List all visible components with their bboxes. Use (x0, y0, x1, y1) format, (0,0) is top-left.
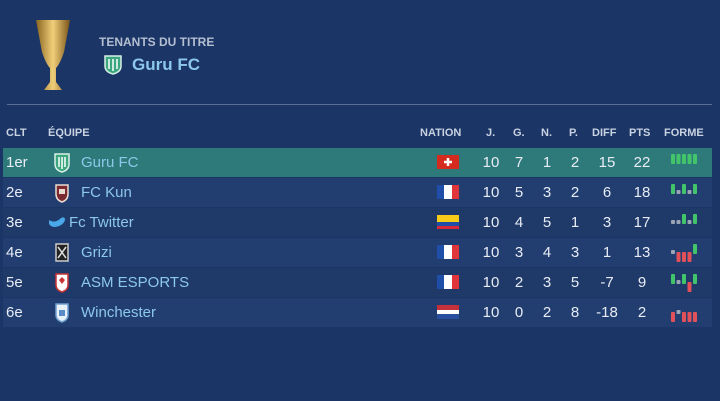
team-name: Grizi (81, 244, 112, 261)
nation-flag (437, 275, 459, 289)
stat: 13 (633, 244, 651, 261)
rank: 1er (6, 154, 28, 171)
stat: 4 (514, 214, 524, 231)
stat: 22 (633, 154, 651, 171)
table-row: 1er Guru FC 10 7 1 2 15 22 (3, 148, 712, 177)
nation-flag (437, 155, 459, 169)
stat: 1 (570, 214, 580, 231)
stat: 8 (570, 304, 580, 321)
rank: 4e (6, 244, 23, 261)
nation-flag (437, 305, 459, 319)
header-team: Guru FC (132, 55, 200, 74)
stat: 10 (482, 244, 500, 261)
stat: 2 (570, 154, 580, 171)
stat: 2 (514, 274, 524, 291)
column-header: NATION (420, 127, 462, 139)
stat: 17 (633, 214, 651, 231)
rank: 3e (6, 214, 23, 231)
form (671, 272, 699, 294)
team-name: FC Kun (81, 184, 132, 201)
form (671, 302, 699, 324)
column-header: FORME (664, 127, 704, 139)
stat: 18 (633, 184, 651, 201)
team-crest (53, 272, 71, 293)
stat: 4 (542, 244, 552, 261)
stat: 7 (514, 154, 524, 171)
table-row: 6e Winchester 10 0 2 8 -18 2 (3, 298, 712, 327)
stat: 10 (482, 154, 500, 171)
crest (104, 55, 122, 75)
stat: 5 (542, 214, 552, 231)
table-row: 3e Fc Twitter 10 4 5 1 3 17 (3, 208, 712, 237)
rank: 2e (6, 184, 23, 201)
stat: 1 (602, 244, 612, 261)
team-name: Winchester (81, 304, 157, 321)
stat: 0 (514, 304, 524, 321)
stat: 10 (482, 214, 500, 231)
column-header: P. (569, 127, 578, 139)
column-header: N. (541, 127, 552, 139)
stat: 10 (482, 184, 500, 201)
stat: 6 (602, 184, 612, 201)
team-crest (53, 242, 71, 263)
stat: 2 (570, 184, 580, 201)
column-header: DIFF (592, 127, 617, 139)
stat: 3 (542, 274, 552, 291)
team-name: Fc Twitter (69, 214, 134, 231)
stat: 10 (482, 304, 500, 321)
nation-flag (437, 215, 459, 229)
stat: 9 (637, 274, 647, 291)
nation-flag (437, 245, 459, 259)
form (671, 182, 699, 204)
stat: 3 (514, 244, 524, 261)
column-header: PTS (629, 127, 651, 139)
stat: 3 (602, 214, 612, 231)
stat: 10 (482, 274, 500, 291)
form (671, 212, 699, 234)
team-crest (53, 302, 71, 323)
column-header: ÉQUIPE (48, 127, 90, 139)
header-label: TENANTS DU TITRE (99, 35, 215, 49)
column-header: CLT (6, 127, 27, 139)
team-crest (53, 152, 71, 173)
stat: 3 (542, 184, 552, 201)
trophy (36, 20, 70, 90)
stat: -18 (596, 304, 618, 321)
stat: 5 (570, 274, 580, 291)
stat: 5 (514, 184, 524, 201)
stat: 2 (542, 304, 552, 321)
stat: 15 (598, 154, 616, 171)
form (671, 242, 699, 264)
form (671, 152, 699, 174)
column-header: G. (513, 127, 525, 139)
column-header: J. (486, 127, 496, 139)
team-name: Guru FC (81, 154, 139, 171)
table-row: 2e FC Kun 10 5 3 2 6 18 (3, 178, 712, 207)
table-row: 5e ASM ESPORTS 10 2 3 5 -7 9 (3, 268, 712, 297)
divider (7, 104, 712, 105)
stat: 1 (542, 154, 552, 171)
rank: 6e (6, 304, 23, 321)
team-crest (53, 182, 71, 203)
table-row: 4e Grizi 10 3 4 3 1 13 (3, 238, 712, 267)
stat: -7 (600, 274, 614, 291)
team-name: ASM ESPORTS (81, 274, 190, 291)
stat: 3 (570, 244, 580, 261)
team-crest (47, 212, 65, 233)
rank: 5e (6, 274, 23, 291)
nation-flag (437, 185, 459, 199)
stat: 2 (637, 304, 647, 321)
